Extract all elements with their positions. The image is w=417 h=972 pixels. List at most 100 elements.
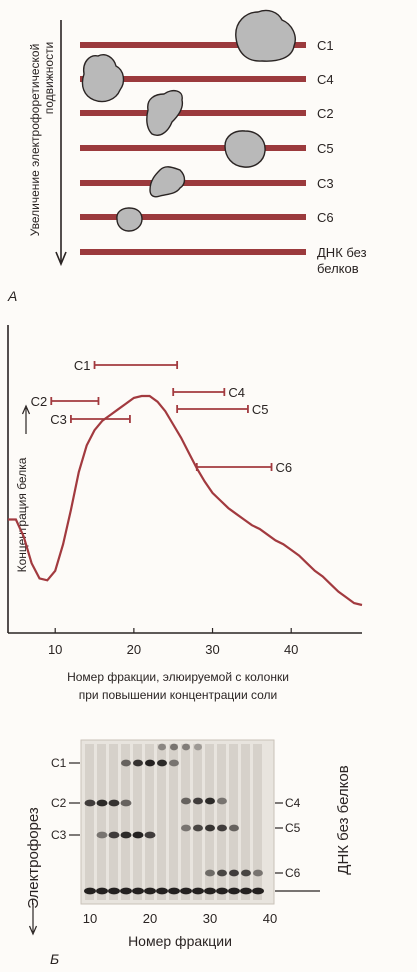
gel-band-c4 xyxy=(181,797,191,805)
gel-band-c6 xyxy=(229,869,239,877)
row-label-free-dna-line1: ДНК без xyxy=(317,245,367,260)
row-label-c5: C5 xyxy=(317,141,334,156)
panel-a-letter: A xyxy=(7,288,17,304)
chart-x-tick-label: 40 xyxy=(284,642,298,657)
gel-band-free-dna xyxy=(144,887,156,895)
protein-c1 xyxy=(235,9,296,62)
range-label: C2 xyxy=(31,394,48,409)
gel-bands xyxy=(84,743,264,895)
chart-x-label-line1: Номер фракции, элюируемой с колонки xyxy=(67,670,289,684)
gel-band-c1 xyxy=(157,759,167,767)
range-label: C4 xyxy=(228,385,245,400)
chart-x-ticks: 10 20 30 40 xyxy=(48,628,298,657)
gel-band-c3 xyxy=(108,831,120,839)
row-label-c6: C6 xyxy=(317,210,334,225)
gel-band-free-dna xyxy=(240,887,252,895)
gel-lane xyxy=(109,744,118,900)
gel-band-free-dna xyxy=(168,887,180,895)
gel-lane xyxy=(145,744,154,900)
range-c3: C3 xyxy=(50,412,131,427)
gel-band-c2 xyxy=(96,799,108,807)
gel-label-c6: C6 xyxy=(285,866,301,880)
protein-c5 xyxy=(224,130,266,168)
protein-c4 xyxy=(81,54,125,103)
protein-c6 xyxy=(116,207,143,232)
gel-band-c6 xyxy=(253,869,263,877)
gel-band-free-dna xyxy=(252,887,264,895)
gel-lanes xyxy=(85,744,262,900)
gel-lane xyxy=(217,744,226,900)
gel-band-c6 xyxy=(217,869,227,877)
gel-label-c1: C1 xyxy=(51,756,67,770)
gel-y-label: Электрофорез xyxy=(25,807,42,909)
gel-band-c1 xyxy=(133,759,143,767)
row-label-free-dna-line2: белков xyxy=(317,261,359,276)
gel-band-c2 xyxy=(120,799,132,807)
gel-band-c5 xyxy=(229,824,239,832)
gel-band-c3 xyxy=(144,831,156,839)
gel-band-free-dna xyxy=(180,887,192,895)
gel-band-c1 xyxy=(169,759,179,767)
chart-x-label-line2: при повышении концентрации соли xyxy=(79,688,277,702)
gel-band-top xyxy=(170,743,178,751)
gel-band-c4 xyxy=(217,797,227,805)
gel-band-free-dna xyxy=(216,887,228,895)
gel-lane xyxy=(241,744,250,900)
range-label: C5 xyxy=(252,402,269,417)
gel-x-tick-label: 20 xyxy=(143,911,157,926)
gel-x-ticks: 10 20 30 40 xyxy=(83,911,277,926)
row-label-c1: C1 xyxy=(317,38,334,53)
range-c1: C1 xyxy=(74,358,179,373)
gel-lane xyxy=(229,744,238,900)
mobility-axis-label-line1: Увеличение электрофоретической xyxy=(28,44,42,237)
gel-lane xyxy=(157,744,166,900)
gel-band-top xyxy=(182,743,190,751)
gel-band-free-dna xyxy=(204,887,216,895)
gel-band-free-dna xyxy=(84,887,96,895)
gel-band-c5 xyxy=(193,824,203,832)
gel-lane xyxy=(253,744,262,900)
chart-x-tick-label: 10 xyxy=(48,642,62,657)
gel-label-c2: C2 xyxy=(51,796,67,810)
panel-b: C1 C2 C3 C4 C5 C6 ДНК без белков Электро… xyxy=(25,739,352,967)
gel-band-top xyxy=(158,743,166,751)
gel-lane xyxy=(121,744,130,900)
range-label: C1 xyxy=(74,358,91,373)
gel-label-c5: C5 xyxy=(285,821,301,835)
panel-a: Увеличение электрофоретической подвижнос… xyxy=(7,9,367,304)
gel-band-c1 xyxy=(145,759,155,767)
gel-band-c4 xyxy=(205,797,215,805)
gel-lane xyxy=(181,744,190,900)
protein-c3 xyxy=(149,166,186,198)
mobility-axis-label-line2: подвижности xyxy=(42,42,56,115)
protein-c2 xyxy=(146,89,184,136)
range-label: C3 xyxy=(50,412,67,427)
range-c6: C6 xyxy=(195,460,292,475)
gel-band-c2 xyxy=(108,799,120,807)
gel-band-free-dna xyxy=(120,887,132,895)
gel-lane xyxy=(169,744,178,900)
gel-band-c5 xyxy=(217,824,227,832)
gel-band-c1 xyxy=(121,759,131,767)
gel-band-c5 xyxy=(205,824,215,832)
gel-band-c3 xyxy=(120,831,132,839)
range-c5: C5 xyxy=(176,402,269,417)
gel-lane xyxy=(85,744,94,900)
gel-right-vertical-label: ДНК без белков xyxy=(335,765,352,874)
gel-band-free-dna xyxy=(132,887,144,895)
range-c4: C4 xyxy=(172,385,245,400)
row-label-c2: C2 xyxy=(317,106,334,121)
gel-band-c6 xyxy=(241,869,251,877)
gel-band-c3 xyxy=(132,831,144,839)
row-label-c3: C3 xyxy=(317,176,334,191)
chart-y-label: Концентрация белка xyxy=(15,457,29,572)
gel-band-c4 xyxy=(193,797,203,805)
gel-band-free-dna xyxy=(156,887,168,895)
gel-x-tick-label: 40 xyxy=(263,911,277,926)
chart-x-tick-label: 30 xyxy=(205,642,219,657)
gel-y-arrow-head xyxy=(28,925,38,936)
protein-concentration-curve xyxy=(8,394,363,607)
